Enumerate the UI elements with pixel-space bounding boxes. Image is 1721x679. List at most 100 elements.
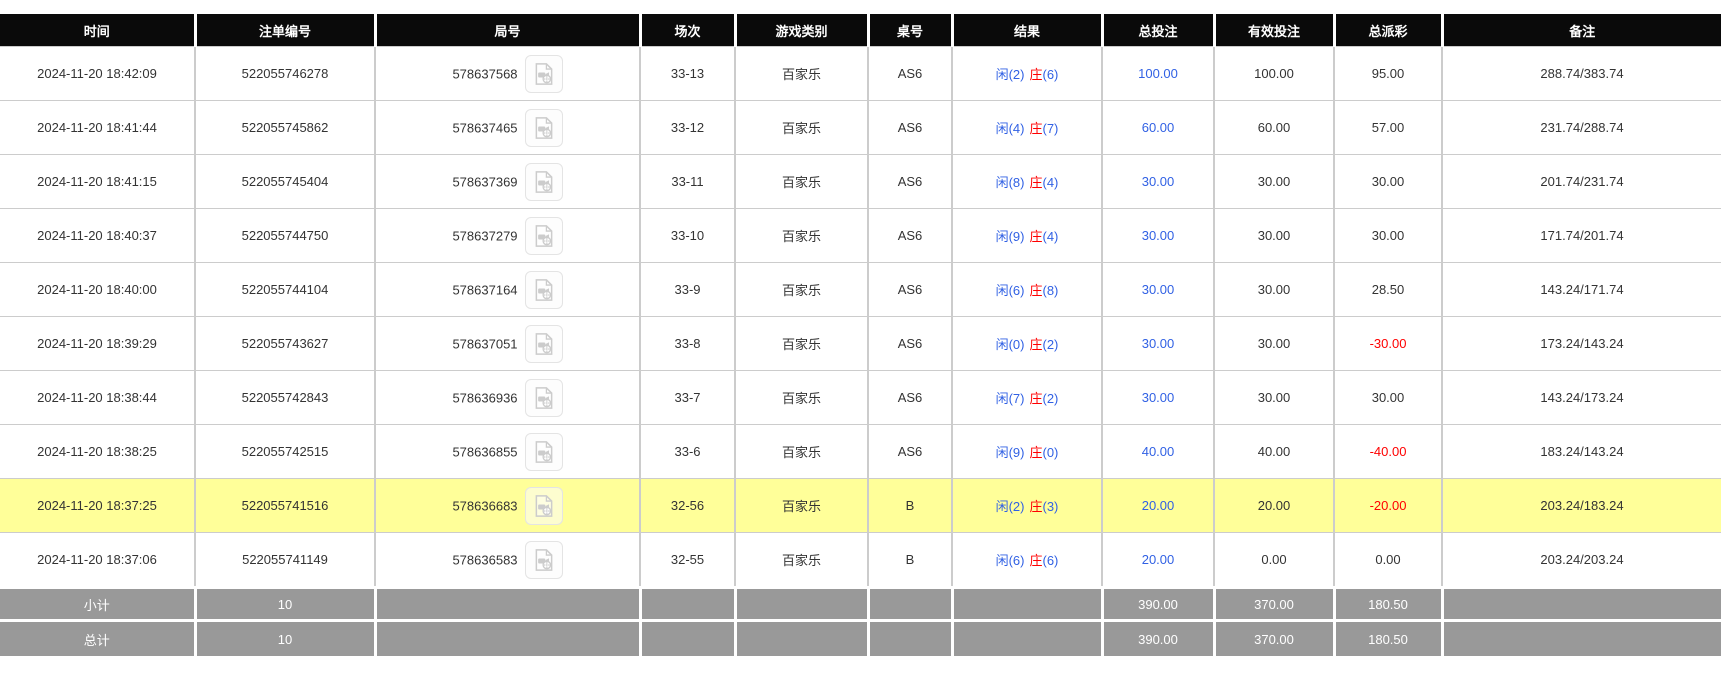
- session-cell: 33-9: [639, 262, 735, 317]
- grand-total-valid-bet: 370.00: [1212, 619, 1334, 656]
- table-no-cell: AS6: [867, 154, 952, 209]
- bet-no-cell: 522055744104: [194, 262, 375, 317]
- table-row[interactable]: 2024-11-20 18:37:25 522055741516 5786366…: [0, 478, 1721, 533]
- total-bet-cell: 30.00: [1101, 316, 1214, 371]
- grand-total-payout: 180.50: [1332, 619, 1442, 656]
- payout-cell: -30.00: [1333, 316, 1442, 371]
- video-replay-button[interactable]: [524, 432, 563, 471]
- session-cell: 33-12: [639, 100, 735, 155]
- video-replay-button[interactable]: [524, 108, 563, 147]
- valid-bet-cell: 100.00: [1213, 46, 1334, 101]
- result-banker: 庄: [1029, 229, 1043, 244]
- video-replay-button[interactable]: [524, 216, 563, 255]
- col-header-table-no: 桌号: [866, 14, 952, 47]
- bet-no-cell: 522055745862: [194, 100, 375, 155]
- video-replay-button[interactable]: [524, 540, 563, 579]
- game-type-cell: 百家乐: [734, 100, 868, 155]
- table-row[interactable]: 2024-11-20 18:38:25 522055742515 5786368…: [0, 424, 1721, 479]
- result-banker: 庄: [1029, 337, 1043, 352]
- grand-total-empty-cell: [733, 619, 868, 656]
- result-banker-num: (4): [1042, 229, 1059, 244]
- time-cell: 2024-11-20 18:40:00: [0, 262, 195, 317]
- session-cell: 33-6: [639, 424, 735, 479]
- valid-bet-cell: 30.00: [1213, 316, 1334, 371]
- game-type-cell: 百家乐: [734, 478, 868, 533]
- video-replay-button[interactable]: [524, 378, 563, 417]
- valid-bet-cell: 60.00: [1213, 100, 1334, 155]
- total-bet-cell: 30.00: [1101, 262, 1214, 317]
- video-replay-button[interactable]: [524, 270, 563, 309]
- result-cell: 闲(7) 庄(2): [951, 370, 1102, 425]
- result-banker: 庄: [1029, 391, 1043, 406]
- time-cell: 2024-11-20 18:37:06: [0, 532, 195, 588]
- video-file-icon: [535, 440, 552, 463]
- valid-bet-cell: 40.00: [1213, 424, 1334, 479]
- time-cell: 2024-11-20 18:38:25: [0, 424, 195, 479]
- video-file-icon: [535, 548, 552, 571]
- note-cell: 173.24/143.24: [1441, 316, 1721, 371]
- bet-no-cell: 522055744750: [194, 208, 375, 263]
- grand-total-empty-cell: [373, 619, 640, 656]
- valid-bet-cell: 30.00: [1213, 154, 1334, 209]
- result-cell: 闲(6) 庄(6): [951, 532, 1102, 588]
- col-header-session: 场次: [638, 14, 735, 47]
- bet-records-table: 时间 注单编号 局号 场次 游戏类别 桌号 结果 总投注 有效投注 总派彩 备注…: [0, 14, 1721, 656]
- col-header-bet-no: 注单编号: [193, 14, 375, 47]
- game-type-cell: 百家乐: [734, 424, 868, 479]
- game-type-cell: 百家乐: [734, 370, 868, 425]
- total-bet-cell: 40.00: [1101, 424, 1214, 479]
- total-bet-cell: 20.00: [1101, 532, 1214, 588]
- table-row[interactable]: 2024-11-20 18:37:06 522055741149 5786365…: [0, 532, 1721, 588]
- bet-no-cell: 522055745404: [194, 154, 375, 209]
- result-banker-num: (2): [1042, 337, 1059, 352]
- time-cell: 2024-11-20 18:38:44: [0, 370, 195, 425]
- bet-no-cell: 522055741149: [194, 532, 375, 588]
- table-row[interactable]: 2024-11-20 18:40:37 522055744750 5786372…: [0, 208, 1721, 263]
- video-replay-button[interactable]: [524, 324, 563, 363]
- result-player: 闲(7): [995, 391, 1025, 406]
- grand-total-empty-cell: [1440, 619, 1721, 656]
- video-replay-button[interactable]: [524, 54, 563, 93]
- total-bet-cell: 100.00: [1101, 46, 1214, 101]
- result-cell: 闲(4) 庄(7): [951, 100, 1102, 155]
- payout-cell: 95.00: [1333, 46, 1442, 101]
- subtotal-empty-cell: [733, 586, 868, 621]
- time-cell: 2024-11-20 18:41:15: [0, 154, 195, 209]
- table-row[interactable]: 2024-11-20 18:39:29 522055743627 5786370…: [0, 316, 1721, 371]
- subtotal-valid-bet: 370.00: [1212, 586, 1334, 621]
- game-type-cell: 百家乐: [734, 154, 868, 209]
- valid-bet-cell: 30.00: [1213, 208, 1334, 263]
- video-replay-button[interactable]: [524, 162, 563, 201]
- result-banker-num: (8): [1042, 283, 1059, 298]
- subtotal-count: 10: [193, 586, 375, 621]
- table-no-cell: B: [867, 532, 952, 588]
- result-player: 闲(9): [995, 229, 1025, 244]
- grand-total-empty-cell: [866, 619, 952, 656]
- table-row[interactable]: 2024-11-20 18:40:00 522055744104 5786371…: [0, 262, 1721, 317]
- round-no-cell: 578636936: [374, 370, 640, 425]
- round-no-value: 578636936: [452, 390, 518, 405]
- col-header-round-no: 局号: [373, 14, 640, 47]
- result-player: 闲(9): [995, 445, 1025, 460]
- game-type-cell: 百家乐: [734, 532, 868, 588]
- video-replay-button[interactable]: [524, 486, 563, 525]
- col-header-time: 时间: [0, 14, 195, 47]
- table-no-cell: AS6: [867, 46, 952, 101]
- header-row: 时间 注单编号 局号 场次 游戏类别 桌号 结果 总投注 有效投注 总派彩 备注: [0, 14, 1721, 47]
- result-player: 闲(4): [995, 121, 1025, 136]
- result-player: 闲(8): [995, 175, 1025, 190]
- valid-bet-cell: 30.00: [1213, 262, 1334, 317]
- table-row[interactable]: 2024-11-20 18:41:15 522055745404 5786373…: [0, 154, 1721, 209]
- round-no-cell: 578636583: [374, 532, 640, 588]
- grand-total-row: 总计 10 390.00 370.00 180.50: [0, 619, 1721, 656]
- table-row[interactable]: 2024-11-20 18:42:09 522055746278 5786375…: [0, 46, 1721, 101]
- table-row[interactable]: 2024-11-20 18:41:44 522055745862 5786374…: [0, 100, 1721, 155]
- table-no-cell: AS6: [867, 316, 952, 371]
- video-file-icon: [535, 224, 552, 247]
- game-type-cell: 百家乐: [734, 262, 868, 317]
- table-row[interactable]: 2024-11-20 18:38:44 522055742843 5786369…: [0, 370, 1721, 425]
- time-cell: 2024-11-20 18:41:44: [0, 100, 195, 155]
- payout-cell: 28.50: [1333, 262, 1442, 317]
- session-cell: 33-10: [639, 208, 735, 263]
- grand-total-empty-cell: [638, 619, 735, 656]
